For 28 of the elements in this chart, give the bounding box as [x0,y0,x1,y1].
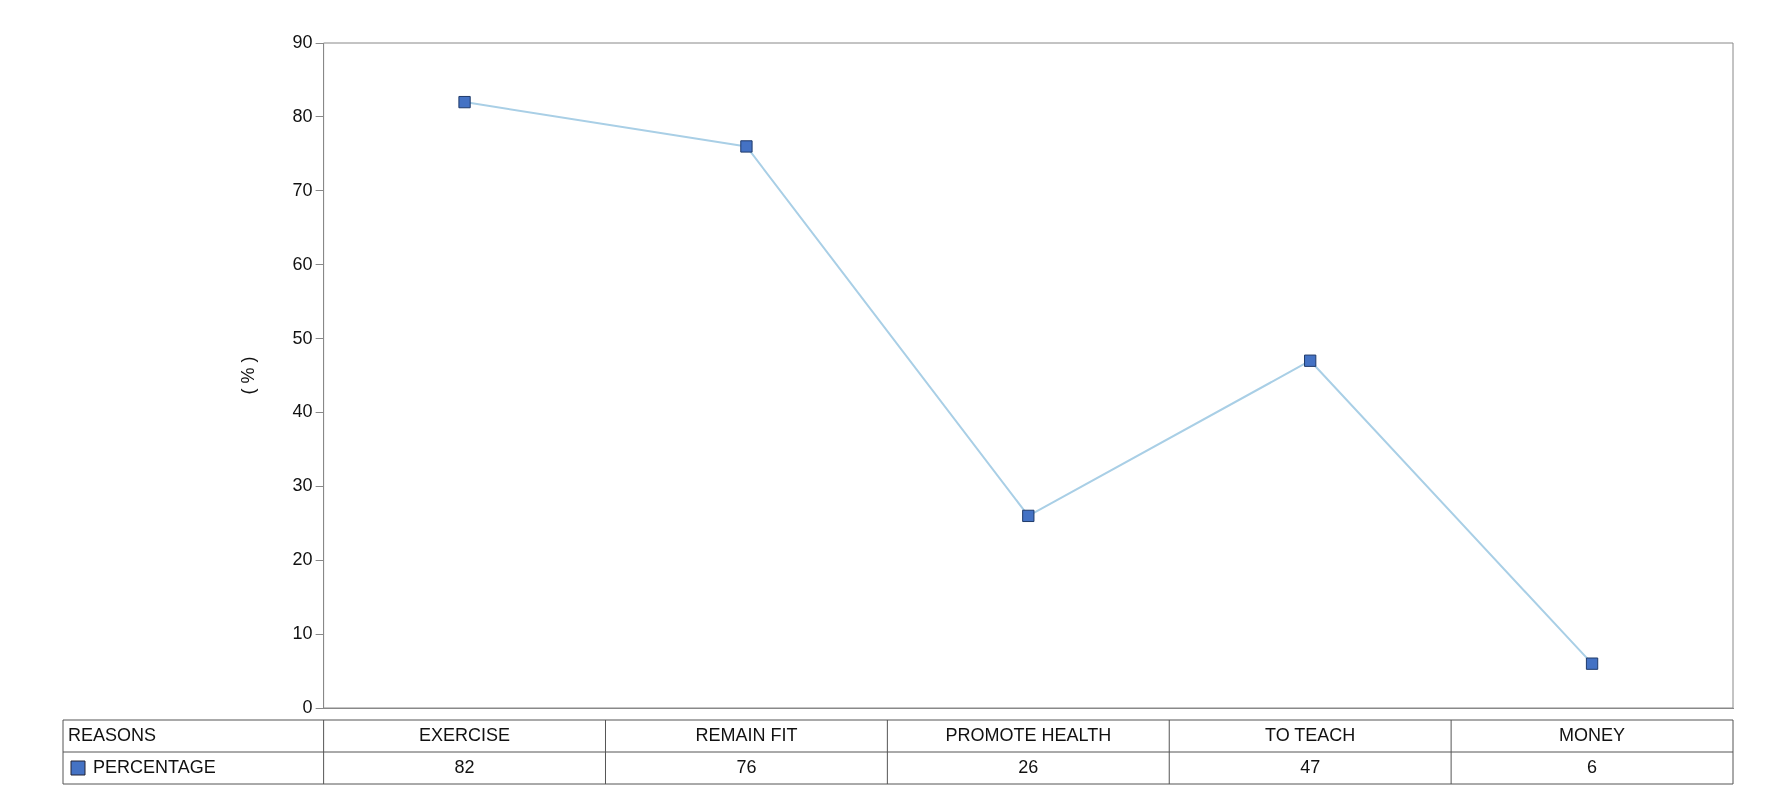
y-tick-label: 10 [292,623,313,644]
text: REASONS [68,724,157,745]
y-tick-label: 50 [292,327,313,348]
data-label: 26 [1018,756,1039,777]
point [1022,509,1035,523]
x-tick-label: EXERCISE [419,724,511,745]
data-label: 76 [736,756,757,777]
y-tick-label: 30 [292,475,313,496]
y-tick-label: 40 [292,401,313,422]
x-tick-label: REMAIN FIT [695,724,798,745]
y-tick-label: 0 [302,696,313,717]
y-tick-label: 20 [292,549,313,570]
data-label: 82 [454,756,475,777]
x-tick-label: MONEY [1559,724,1626,745]
point [458,95,471,109]
point [740,140,753,153]
x-tick-label: PROMOTE HEALTH [945,724,1112,745]
x-tick-label: TO TEACH [1265,724,1356,745]
y-tick-label: 90 [292,31,313,52]
data-label: 47 [1300,756,1321,777]
legend-label: PERCENTAGE [93,756,216,777]
y-tick-label: 60 [292,253,313,274]
point [1585,657,1599,670]
y-tick-label: 70 [292,179,313,200]
y-axis-title: ( % ) [237,356,258,395]
data-label: 6 [1587,756,1598,777]
point [1304,354,1317,367]
y-tick-label: 80 [292,105,313,126]
